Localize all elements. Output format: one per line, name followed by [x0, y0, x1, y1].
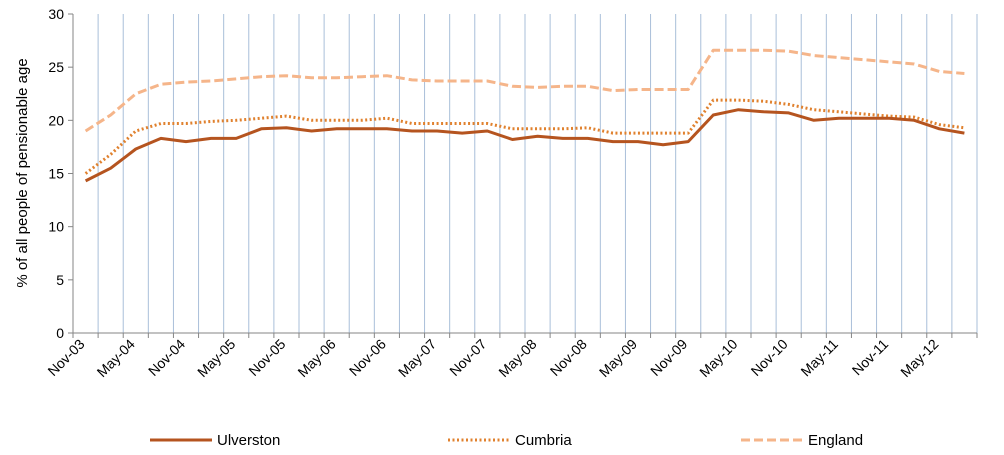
x-tick-label: Nov-03: [44, 336, 87, 379]
x-tick-label: Nov-10: [748, 336, 791, 379]
y-tick-label: 25: [48, 59, 64, 75]
x-tick-label: May-10: [696, 336, 740, 380]
x-tick-label: May-11: [797, 336, 841, 380]
y-axis-title: % of all people of pensionable age: [14, 58, 31, 287]
y-tick-label: 20: [48, 112, 64, 128]
legend-label-england: England: [808, 432, 863, 449]
series-lines: [84, 48, 965, 183]
x-tick-label: Nov-11: [849, 336, 892, 379]
y-tick-label: 5: [56, 272, 64, 288]
x-tick-label: May-09: [596, 336, 640, 380]
x-tick-label: May-08: [495, 336, 539, 380]
legend: Ulverston Cumbria England: [150, 432, 863, 449]
x-tick-label: Nov-09: [647, 336, 690, 379]
x-tick-label: May-04: [94, 336, 138, 380]
y-tick-label: 10: [48, 219, 64, 235]
legend-label-ulverston: Ulverston: [217, 432, 280, 449]
x-tick-label: May-06: [294, 336, 338, 380]
x-tick-label: May-12: [897, 336, 941, 380]
legend-label-cumbria: Cumbria: [515, 432, 572, 449]
x-tick-label: May-07: [395, 336, 439, 380]
x-tick-label: Nov-07: [446, 336, 489, 379]
y-tick-label: 0: [56, 325, 64, 341]
series-line-ulverston: [84, 108, 965, 183]
series-line-cumbria: [84, 98, 965, 175]
series-line-england: [84, 48, 965, 133]
x-axis: Nov-03 May-04 Nov-04 May-05 Nov-05 May-06 Nov-…: [44, 332, 978, 380]
y-axis: 0 5 10 15 20 25 30: [48, 6, 74, 341]
x-tick-label: Nov-06: [346, 336, 389, 379]
y-tick-label: 30: [48, 6, 64, 22]
x-tick-label: Nov-08: [547, 336, 590, 379]
x-tick-label: Nov-04: [145, 336, 188, 379]
vertical-gridlines: [97, 14, 978, 333]
x-tick-label: May-05: [194, 336, 238, 380]
x-tick-label: Nov-05: [245, 336, 288, 379]
y-tick-label: 15: [48, 166, 64, 182]
